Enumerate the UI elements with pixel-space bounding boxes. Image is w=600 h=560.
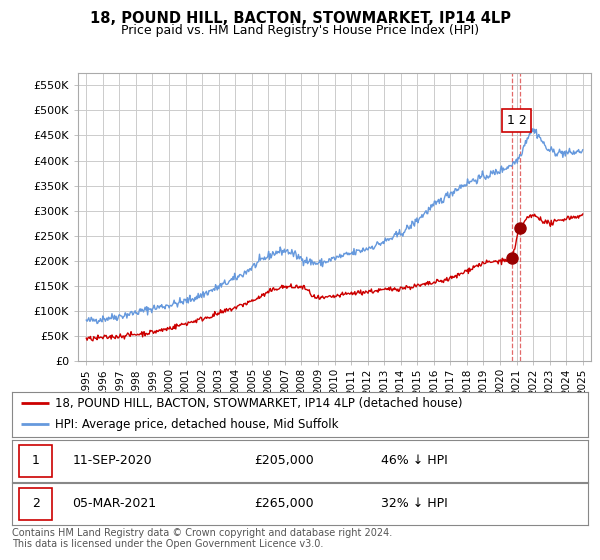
- Text: HPI: Average price, detached house, Mid Suffolk: HPI: Average price, detached house, Mid …: [55, 418, 338, 431]
- Text: 18, POUND HILL, BACTON, STOWMARKET, IP14 4LP (detached house): 18, POUND HILL, BACTON, STOWMARKET, IP14…: [55, 396, 463, 410]
- Text: 1: 1: [32, 454, 40, 467]
- Text: Contains HM Land Registry data © Crown copyright and database right 2024.
This d: Contains HM Land Registry data © Crown c…: [12, 528, 392, 549]
- Text: 46% ↓ HPI: 46% ↓ HPI: [380, 454, 448, 467]
- FancyBboxPatch shape: [19, 488, 52, 520]
- Text: 2: 2: [32, 497, 40, 510]
- Text: £265,000: £265,000: [254, 497, 314, 510]
- FancyBboxPatch shape: [19, 445, 52, 477]
- Text: 32% ↓ HPI: 32% ↓ HPI: [380, 497, 448, 510]
- Text: 18, POUND HILL, BACTON, STOWMARKET, IP14 4LP: 18, POUND HILL, BACTON, STOWMARKET, IP14…: [89, 11, 511, 26]
- Text: Price paid vs. HM Land Registry's House Price Index (HPI): Price paid vs. HM Land Registry's House …: [121, 24, 479, 36]
- Text: 11-SEP-2020: 11-SEP-2020: [73, 454, 152, 467]
- Text: £205,000: £205,000: [254, 454, 314, 467]
- Text: 05-MAR-2021: 05-MAR-2021: [73, 497, 157, 510]
- Text: 1 2: 1 2: [506, 114, 526, 127]
